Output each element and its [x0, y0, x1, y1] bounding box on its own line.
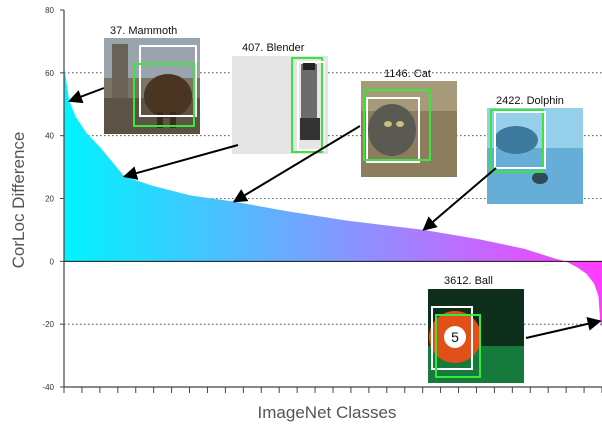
arrow-cat — [232, 125, 361, 203]
x-axis-ticks — [63, 387, 602, 393]
annotation-label-blender: 407. Blender — [242, 42, 305, 54]
y-tick-label: -40 — [42, 383, 54, 392]
mammoth-thumbnail — [104, 38, 200, 134]
dolphin-thumbnail — [487, 108, 583, 204]
blender-thumbnail — [232, 56, 328, 154]
y-tick-label: 40 — [45, 132, 54, 141]
annotation-label-cat: 1146. Cat — [384, 68, 431, 80]
annotation-arrows — [68, 87, 602, 339]
y-tick-label: -20 — [42, 320, 54, 329]
arrow-dolphin — [422, 167, 497, 231]
arrow-mammoth — [68, 87, 105, 104]
annotation-label-ball: 3612. Ball — [444, 275, 493, 287]
x-axis-title: ImageNet Classes — [258, 403, 397, 422]
corloc-difference-area — [64, 66, 602, 328]
y-tick-label: 0 — [50, 257, 55, 266]
y-tick-label: 80 — [45, 6, 54, 15]
annotation-label-dolphin: 2422. Dolphin — [496, 95, 564, 107]
y-axis-title: CorLoc Difference — [9, 132, 28, 269]
cat-thumbnail — [361, 81, 457, 177]
arrow-blender — [122, 144, 239, 180]
ball-number: 5 — [451, 329, 459, 345]
y-tick-label: 20 — [45, 195, 54, 204]
arrow-ball — [525, 317, 602, 339]
y-tick-label: 60 — [45, 69, 54, 78]
y-axis-ticks: -40 -20 0 20 40 60 80 — [42, 6, 64, 392]
annotation-label-mammoth: 37. Mammoth — [110, 25, 177, 37]
ball-thumbnail: 5 — [428, 289, 524, 383]
axes: -40 -20 0 20 40 60 80 — [42, 6, 602, 393]
